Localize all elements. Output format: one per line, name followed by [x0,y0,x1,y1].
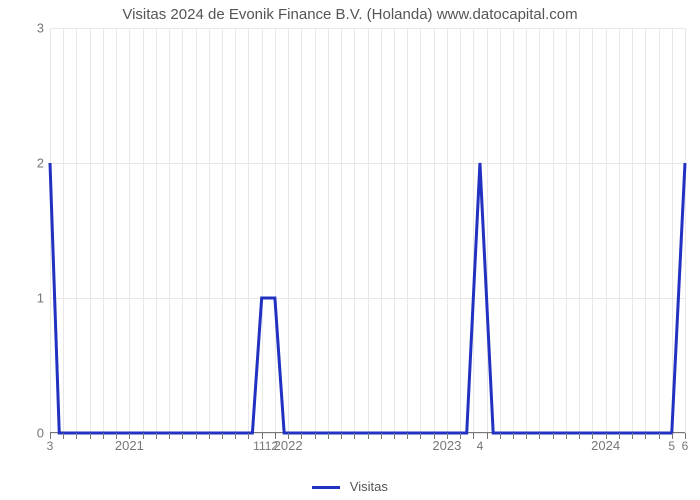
x-tick [500,433,501,439]
x-tick [222,433,223,439]
x-tick [659,433,660,439]
chart-title: Visitas 2024 de Evonik Finance B.V. (Hol… [0,6,700,23]
legend: Visitas [0,479,700,494]
x-tick [407,433,408,439]
x-tick [553,433,554,439]
x-tick [182,433,183,439]
legend-label: Visitas [350,479,388,494]
plot-area: 0123202120222023202431112456 [50,28,685,433]
x-tick [341,433,342,439]
y-tick-label: 2 [28,156,44,171]
x-tick [328,433,329,439]
legend-swatch [312,486,340,489]
x-year-label: 2024 [591,438,620,453]
x-tick [539,433,540,439]
x-tick [156,433,157,439]
line-series [50,28,685,433]
series-polyline [50,163,685,433]
x-tick [513,433,514,439]
x-tick [90,433,91,439]
x-tick [566,433,567,439]
y-tick-label: 0 [28,426,44,441]
x-tick [196,433,197,439]
x-tick [394,433,395,439]
x-tick [169,433,170,439]
x-tick [235,433,236,439]
x-year-label: 2021 [115,438,144,453]
x-tick [632,433,633,439]
x-small-label: 5 [668,439,675,453]
x-small-label: 1112 [253,439,278,453]
grid-line-v [685,28,686,433]
x-tick [354,433,355,439]
x-tick [579,433,580,439]
x-small-label: 6 [682,439,689,453]
y-tick-label: 1 [28,291,44,306]
x-tick [368,433,369,439]
x-small-label: 4 [477,439,484,453]
x-tick [76,433,77,439]
x-tick [487,433,488,439]
x-tick [420,433,421,439]
x-tick [209,433,210,439]
x-tick [381,433,382,439]
x-year-label: 2023 [432,438,461,453]
x-tick [645,433,646,439]
x-tick [526,433,527,439]
x-tick [63,433,64,439]
x-tick [473,433,474,439]
x-tick [103,433,104,439]
x-tick [315,433,316,439]
chart-container: Visitas 2024 de Evonik Finance B.V. (Hol… [0,0,700,500]
x-small-label: 3 [47,439,54,453]
y-tick-label: 3 [28,21,44,36]
x-tick [248,433,249,439]
